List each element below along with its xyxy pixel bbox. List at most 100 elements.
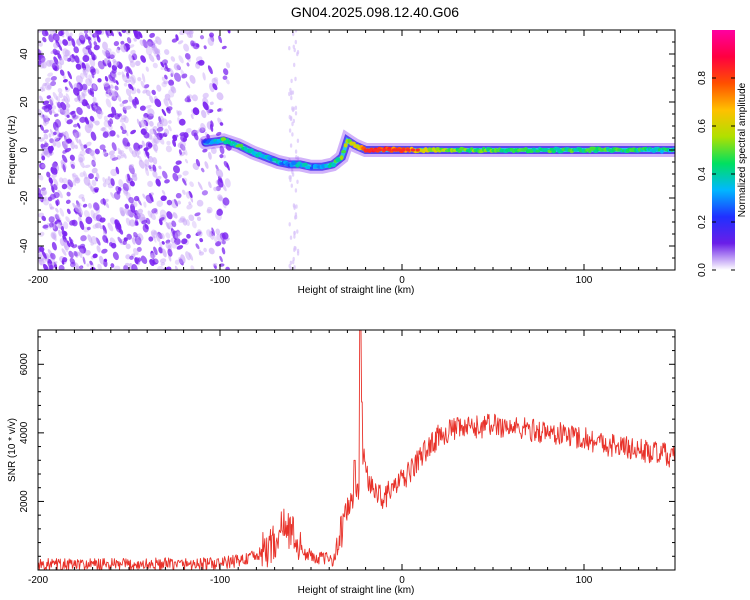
heatmap-cell	[189, 181, 194, 188]
heatmap-cell	[190, 265, 195, 270]
heatmap-cell	[293, 265, 296, 270]
heatmap-cell	[56, 95, 61, 102]
heatmap-cell	[143, 84, 150, 89]
heatmap-cell	[295, 204, 298, 209]
heatmap-cell	[112, 77, 116, 84]
heatmap-cell	[179, 258, 184, 266]
colorbar-tick-label: 0.0	[697, 263, 708, 277]
heatmap-cell	[161, 241, 165, 245]
heatmap-cell	[198, 59, 205, 66]
heatmap-cell	[94, 176, 98, 182]
heatmap-cell	[102, 177, 107, 184]
heatmap-cell	[71, 53, 76, 59]
heatmap-cell	[49, 206, 55, 210]
heatmap-cell	[79, 72, 85, 80]
heatmap-cell	[225, 62, 231, 69]
heatmap-cell	[199, 238, 204, 243]
heatmap-cell	[40, 188, 48, 196]
heatmap-cell	[184, 158, 189, 164]
heatmap-cell	[147, 108, 155, 117]
heatmap-cell	[69, 241, 75, 248]
heatmap-cell	[189, 74, 196, 84]
heatmap-cell	[41, 155, 46, 161]
heatmap-cell	[65, 93, 71, 102]
heatmap-cell	[150, 254, 154, 259]
heatmap-cell	[224, 178, 231, 188]
heatmap-cell	[119, 207, 125, 216]
heatmap-cell	[219, 145, 225, 155]
heatmap-cell	[178, 256, 184, 264]
heatmap-cell	[51, 162, 58, 169]
heatmap-cell	[128, 196, 134, 204]
heatmap-cell	[62, 141, 69, 149]
heatmap-cell	[198, 127, 204, 134]
heatmap-cell	[89, 115, 95, 122]
heatmap-cell	[197, 229, 203, 237]
heatmap-cell	[46, 84, 52, 90]
heatmap-cell	[85, 78, 92, 87]
heatmap-cell	[116, 134, 120, 138]
heatmap-cell	[81, 83, 88, 91]
heatmap-cell	[110, 84, 114, 89]
heatmap-cell	[66, 119, 73, 125]
heatmap-cell	[164, 128, 170, 135]
heatmap-cell	[138, 213, 146, 221]
heatmap-cell	[122, 183, 130, 192]
heatmap-cell	[79, 150, 86, 157]
colorbar-gradient	[712, 30, 735, 270]
heatmap-cell	[108, 74, 114, 82]
heatmap-cell	[291, 132, 294, 137]
heatmap-cell	[178, 149, 182, 155]
heatmap-cell	[162, 248, 167, 258]
heatmap-cell	[50, 183, 53, 188]
heatmap-cell	[145, 194, 153, 204]
heatmap-cell	[80, 235, 87, 242]
heatmap-cell	[139, 120, 147, 127]
heatmap-cell	[51, 62, 60, 72]
heatmap-cell	[166, 107, 171, 114]
heatmap-cell	[177, 40, 184, 45]
heatmap-cell	[120, 125, 124, 131]
colorbar-tick-label: 0.2	[697, 215, 708, 229]
heatmap-cell	[88, 202, 92, 209]
track-cell	[309, 166, 314, 170]
heatmap-cell	[130, 129, 137, 135]
heatmap-cell	[215, 131, 222, 136]
heatmap-cell	[172, 212, 178, 219]
heatmap-cell	[82, 256, 86, 265]
heatmap-cell	[166, 211, 173, 220]
heatmap-cell	[145, 66, 149, 72]
heatmap-cell	[102, 182, 107, 188]
heatmap-cell	[78, 153, 85, 162]
heatmap-cell	[85, 101, 91, 109]
track-cell	[351, 141, 356, 145]
heatmap-cell	[200, 123, 206, 131]
heatmap-cell	[170, 56, 176, 62]
heatmap-cell	[59, 57, 65, 66]
heatmap-cell	[156, 54, 161, 61]
heatmap-cell	[209, 101, 214, 106]
heatmap-cell	[48, 222, 54, 228]
heatmap-cell	[294, 105, 298, 111]
heatmap-cell	[165, 232, 171, 239]
heatmap-cell	[64, 130, 69, 139]
heatmap-cell	[161, 118, 168, 127]
heatmap-cell	[208, 230, 214, 240]
heatmap-cell	[209, 32, 214, 38]
heatmap-cell	[158, 217, 165, 222]
heatmap-cell	[173, 72, 182, 82]
heatmap-cell	[91, 167, 98, 174]
heatmap-cell	[134, 96, 139, 105]
heatmap-cell	[53, 113, 59, 118]
heatmap-cell	[192, 107, 200, 116]
heatmap-cell	[216, 208, 224, 216]
heatmap-cell	[170, 86, 177, 94]
heatmap-cell	[164, 74, 168, 80]
heatmap-cell	[166, 199, 173, 206]
heatmap-cell	[189, 30, 193, 39]
heatmap-cell	[58, 229, 62, 237]
heatmap-cell	[89, 260, 93, 266]
heatmap-cell	[193, 132, 199, 141]
heatmap-cell	[60, 226, 65, 231]
